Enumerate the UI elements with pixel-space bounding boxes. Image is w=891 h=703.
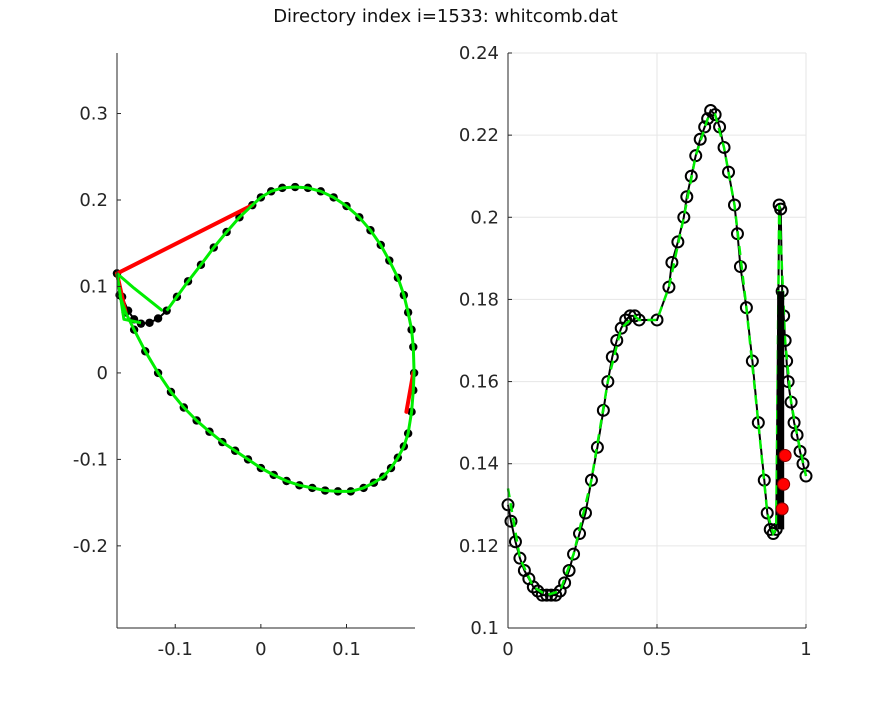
right-black-circles-line-marker <box>540 588 554 602</box>
right-y-tick-label: 0.1 <box>470 618 499 639</box>
left-y-tick-label: 0.2 <box>79 190 108 211</box>
right-black-circles-line-marker <box>567 547 581 561</box>
right-black-circles-line-marker <box>504 514 518 528</box>
right-y-tick-label: 0.14 <box>459 454 499 475</box>
right-black-circles-line-marker <box>578 506 592 520</box>
right-x-tick-label: 0 <box>502 639 513 660</box>
right-black-circles-line-marker <box>562 564 576 577</box>
right-x-tick-label: 0.5 <box>643 639 672 660</box>
right-black-circles-line-marker <box>680 190 694 204</box>
right-black-circles-line-marker <box>717 140 731 154</box>
right-y-tick-label: 0.18 <box>459 289 499 310</box>
left-black-dotted-outline-point <box>153 314 163 323</box>
right-black-circles-line-marker <box>535 588 549 602</box>
right-plot-panel: 0 0.5 1 0.24 0.22 0.2 0.18 0.16 0.14 0.12 0.1 <box>459 43 813 660</box>
right-y-tick-label: 0.2 <box>470 207 499 228</box>
left-y-tick-label: 0.1 <box>79 276 108 297</box>
left-y-tick-label: -0.2 <box>73 536 108 557</box>
right-black-circles-line-marker <box>584 473 598 487</box>
right-y-tick-label: 0.22 <box>459 125 499 146</box>
left-x-tick-label: -0.1 <box>158 639 193 660</box>
left-x-tick-label: 0.1 <box>332 639 361 660</box>
left-y-tick-label: -0.1 <box>73 449 108 470</box>
right-y-tick-label: 0.12 <box>459 536 499 557</box>
left-black-dotted-outline-point <box>145 318 154 327</box>
figure-title: Directory index i=1533: whitcomb.dat <box>273 6 618 27</box>
right-red-points-marker <box>777 477 791 491</box>
right-x-tick-label: 1 <box>800 639 811 660</box>
right-black-circles-line-marker <box>708 108 722 122</box>
right-black-circles-line-marker <box>610 334 624 347</box>
right-black-circles-line-marker <box>727 198 741 212</box>
right-red-points-marker <box>778 449 792 462</box>
left-plot-panel: -0.1 0 0.1 0.3 0.2 0.1 0 -0.1 -0.2 <box>73 53 419 660</box>
right-black-circles-line-marker <box>698 120 712 134</box>
left-x-tick-label: 0 <box>255 639 266 660</box>
right-red-points-marker <box>775 502 789 516</box>
right-black-circles-line-marker <box>693 132 707 146</box>
right-black-circles-line-marker <box>671 235 685 249</box>
right-black-circles-line-marker <box>601 375 615 389</box>
right-black-circles-line-marker <box>558 576 572 590</box>
right-y-tick-label: 0.24 <box>459 43 499 64</box>
left-y-tick-label: 0.3 <box>79 104 108 125</box>
right-black-circles-line-marker <box>774 202 788 216</box>
right-green-dashed-line <box>506 112 808 597</box>
right-y-tick-label: 0.16 <box>459 372 499 393</box>
right-black-circles-line-marker <box>632 313 646 327</box>
left-green-outline <box>115 185 416 493</box>
left-y-tick-label: 0 <box>97 363 108 384</box>
